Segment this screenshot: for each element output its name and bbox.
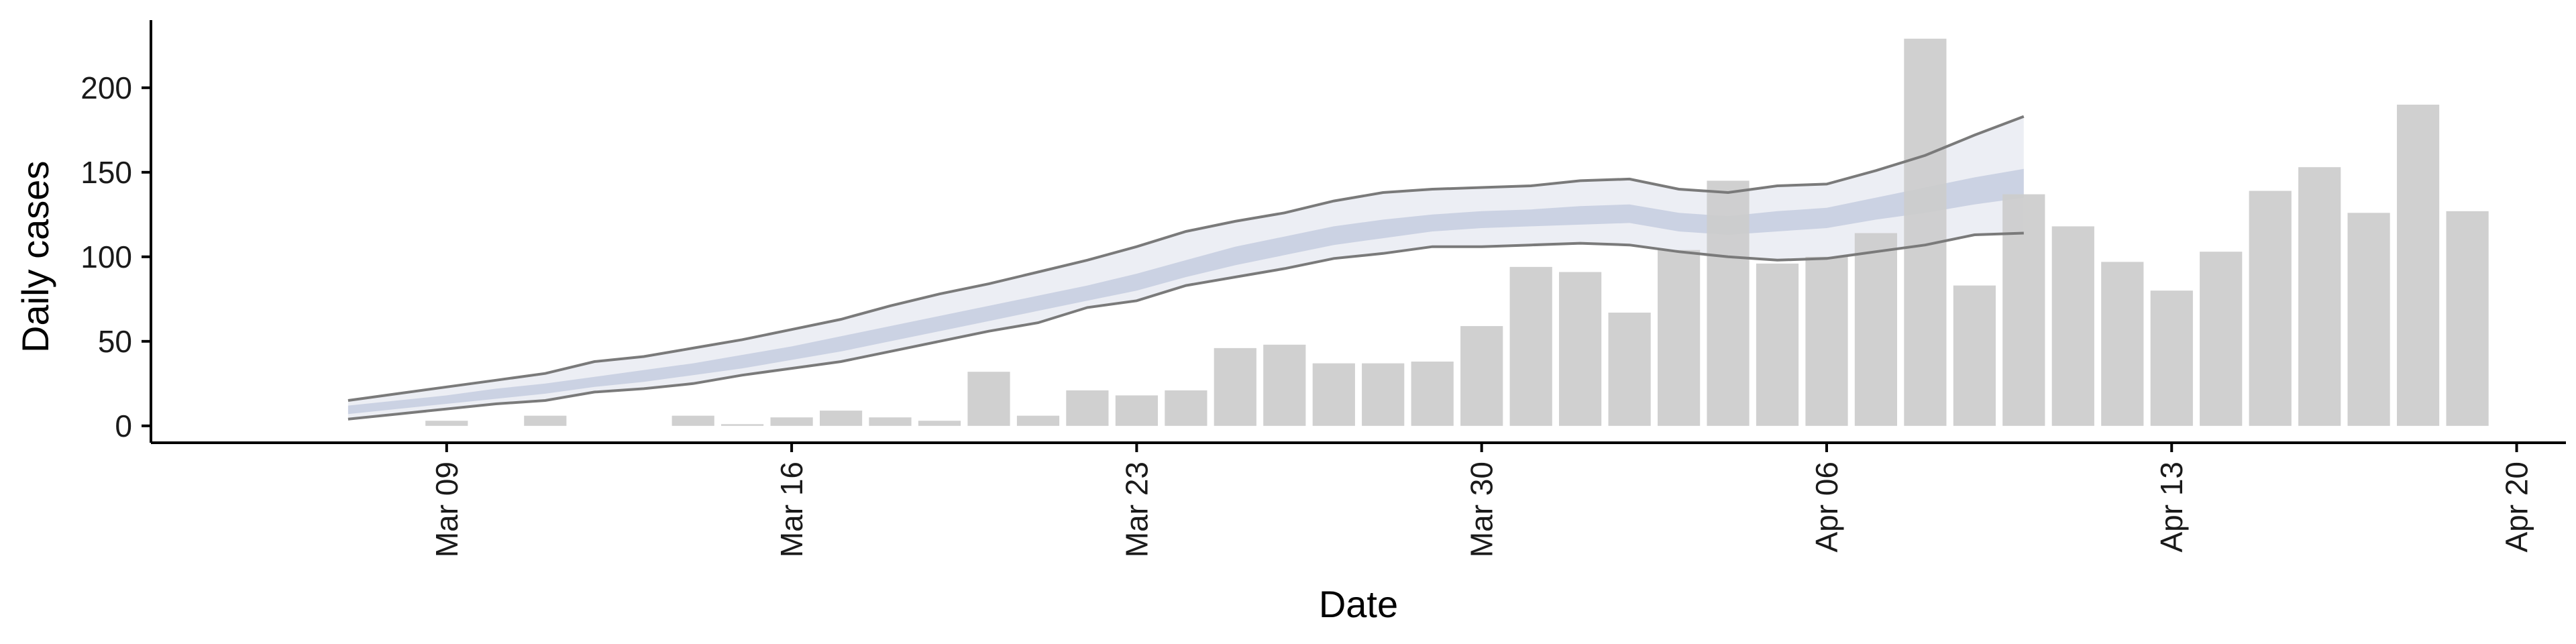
bar-2020-03-25 bbox=[1214, 347, 1256, 426]
bar-2020-04-06 bbox=[1805, 256, 1848, 426]
bar-2020-03-23 bbox=[1115, 395, 1158, 426]
bar-2020-03-16 bbox=[770, 417, 813, 426]
y-axis-title: Daily cases bbox=[14, 161, 56, 353]
bar-2020-03-21 bbox=[1016, 415, 1060, 426]
y-tick-label-150: 150 bbox=[80, 155, 132, 190]
bar-2020-03-11 bbox=[524, 415, 567, 426]
x-axis-ticks: Mar 09 Mar 16 Mar 23 Mar 30 Apr 06 Apr 13 Apr … bbox=[429, 443, 2534, 557]
bar-2020-03-31 bbox=[1509, 266, 1552, 426]
bar-2020-03-15 bbox=[721, 424, 764, 426]
case-bars bbox=[425, 38, 2489, 426]
bar-2020-03-09 bbox=[425, 421, 468, 426]
bar-2020-04-11 bbox=[2051, 226, 2094, 426]
bar-2020-04-08 bbox=[1904, 38, 1947, 426]
bound-lines bbox=[347, 115, 2025, 421]
bar-2020-04-01 bbox=[1559, 272, 1602, 426]
bar-2020-04-09 bbox=[1953, 285, 1996, 426]
bar-2020-04-12 bbox=[2101, 262, 2144, 426]
x-tick-label-6: Apr 20 bbox=[2500, 462, 2534, 553]
bar-2020-04-02 bbox=[1608, 313, 1651, 426]
bar-2020-04-14 bbox=[2200, 252, 2243, 426]
bar-2020-04-16 bbox=[2298, 167, 2341, 426]
bar-2020-03-18 bbox=[869, 417, 912, 426]
x-tick-label-0: Mar 09 bbox=[429, 462, 464, 557]
bar-2020-04-13 bbox=[2150, 290, 2193, 426]
bar-2020-03-28 bbox=[1362, 363, 1405, 426]
bar-2020-03-22 bbox=[1066, 390, 1109, 426]
bar-2020-03-26 bbox=[1263, 344, 1306, 426]
bar-2020-03-30 bbox=[1460, 326, 1503, 426]
bar-2020-04-04 bbox=[1707, 180, 1750, 426]
lower-bound-line bbox=[347, 231, 2024, 421]
bar-2020-04-05 bbox=[1756, 263, 1799, 426]
bar-2020-04-19 bbox=[2446, 211, 2489, 426]
x-tick-label-1: Mar 16 bbox=[774, 462, 809, 557]
bar-2020-03-17 bbox=[820, 411, 863, 426]
bar-2020-04-18 bbox=[2397, 105, 2440, 426]
bar-2020-03-24 bbox=[1165, 390, 1208, 426]
bar-2020-04-17 bbox=[2347, 213, 2390, 426]
y-tick-label-0: 0 bbox=[115, 409, 132, 443]
x-tick-label-2: Mar 23 bbox=[1119, 462, 1154, 557]
estimate-bands bbox=[347, 116, 2024, 419]
y-tick-label-100: 100 bbox=[80, 239, 132, 274]
bar-2020-03-14 bbox=[672, 415, 714, 426]
x-tick-label-3: Mar 30 bbox=[1464, 462, 1499, 557]
x-tick-label-4: Apr 06 bbox=[1809, 462, 1844, 553]
bar-2020-04-03 bbox=[1658, 250, 1701, 426]
x-axis-title: Date bbox=[1319, 583, 1398, 625]
bar-2020-04-10 bbox=[2002, 194, 2045, 426]
x-tick-label-5: Apr 13 bbox=[2154, 462, 2189, 553]
band-50 bbox=[347, 168, 2024, 415]
bar-2020-03-29 bbox=[1411, 362, 1454, 426]
bar-2020-03-27 bbox=[1312, 363, 1355, 426]
upper-bound-line bbox=[347, 115, 2025, 402]
bar-2020-03-20 bbox=[967, 372, 1010, 426]
bar-2020-04-07 bbox=[1854, 233, 1897, 426]
y-axis-ticks: 0 50 100 150 200 bbox=[80, 70, 151, 443]
bar-2020-03-19 bbox=[918, 421, 961, 426]
bar-2020-04-15 bbox=[2249, 191, 2292, 426]
y-tick-label-50: 50 bbox=[98, 324, 132, 359]
y-tick-label-200: 200 bbox=[80, 70, 132, 105]
